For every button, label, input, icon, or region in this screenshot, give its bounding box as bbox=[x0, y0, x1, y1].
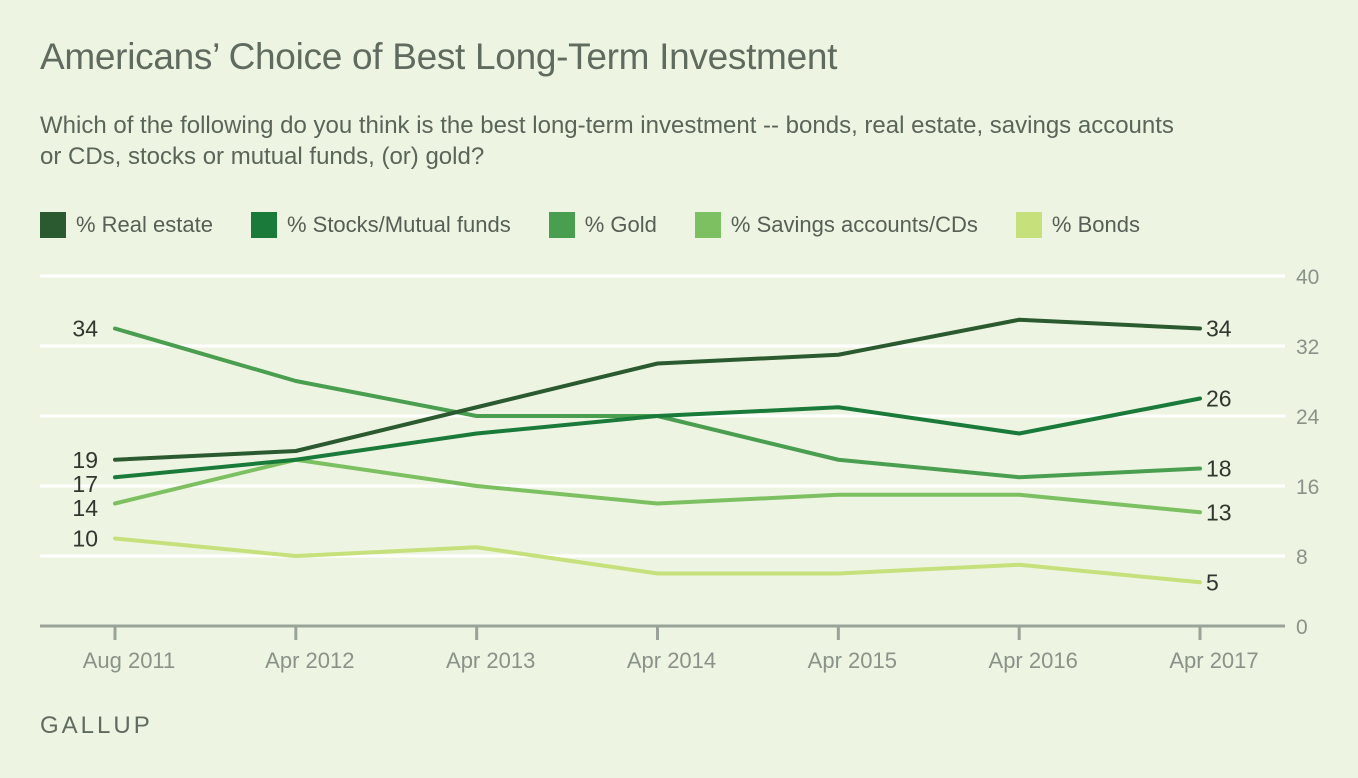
legend-label: % Real estate bbox=[76, 212, 213, 237]
legend-swatch bbox=[694, 212, 721, 238]
legend-swatch bbox=[250, 212, 277, 238]
legend-item-gold: % Gold bbox=[548, 212, 657, 238]
y-tick-label: 24 bbox=[1296, 406, 1320, 429]
legend-swatch bbox=[40, 212, 66, 238]
y-tick-label: 40 bbox=[1296, 266, 1319, 289]
data-label-end-stocks-mutual-funds: 26 bbox=[1206, 386, 1232, 412]
gallup-logo: GALLUP bbox=[40, 712, 153, 739]
legend-label: % Savings accounts/CDs bbox=[730, 212, 978, 237]
data-label-start-stocks-mutual-funds: 17 bbox=[72, 471, 98, 497]
series-line-real-estate bbox=[113, 317, 1202, 462]
series-line-stocks-mutual-funds bbox=[113, 396, 1202, 480]
legend-label: % Bonds bbox=[1051, 212, 1140, 237]
x-tick-label: Apr 2016 bbox=[989, 648, 1078, 673]
x-tick-label: Apr 2017 bbox=[1169, 648, 1258, 673]
y-tick-label: 16 bbox=[1296, 476, 1319, 499]
data-label-end-bonds: 5 bbox=[1206, 569, 1219, 595]
data-label-end-real-estate: 34 bbox=[1206, 316, 1232, 342]
y-tick-label: 8 bbox=[1296, 546, 1308, 569]
data-label-start-gold: 34 bbox=[72, 316, 98, 342]
y-tick-label: 0 bbox=[1296, 616, 1308, 639]
chart-subtitle: Which of the following do you think is t… bbox=[40, 112, 1174, 170]
data-label-start-savings-accounts-cds: 14 bbox=[72, 495, 98, 521]
x-tick-label: Apr 2015 bbox=[808, 648, 897, 673]
data-label-end-savings-accounts-cds: 13 bbox=[1206, 499, 1232, 525]
y-tick-label: 32 bbox=[1296, 336, 1319, 359]
legend-swatch bbox=[1015, 212, 1042, 238]
x-tick-label: Aug 2011 bbox=[83, 648, 176, 673]
series-line-bonds bbox=[113, 536, 1202, 585]
x-tick-label: Apr 2013 bbox=[446, 648, 535, 673]
legend-swatch bbox=[548, 212, 575, 238]
legend-item-real-estate: % Real estate bbox=[40, 212, 213, 238]
x-tick-label: Apr 2014 bbox=[627, 648, 716, 673]
data-label-end-gold: 18 bbox=[1206, 456, 1232, 482]
legend-item-savings-accounts-cds: % Savings accounts/CDs bbox=[694, 212, 978, 238]
legend-label: % Gold bbox=[584, 212, 657, 237]
legend-item-bonds: % Bonds bbox=[1015, 212, 1140, 238]
x-tick-label: Apr 2012 bbox=[265, 648, 354, 673]
legend-label: % Stocks/Mutual funds bbox=[286, 212, 511, 237]
series-line-gold bbox=[113, 326, 1202, 480]
data-label-start-bonds: 10 bbox=[72, 526, 98, 552]
chart-title: Americans’ Choice of Best Long-Term Inve… bbox=[40, 36, 838, 77]
legend-item-stocks-mutual-funds: % Stocks/Mutual funds bbox=[250, 212, 511, 238]
data-label-start-real-estate: 19 bbox=[72, 447, 98, 473]
chart-legend: % Real estate % Stocks/Mutual funds % Gold… bbox=[40, 212, 1178, 238]
